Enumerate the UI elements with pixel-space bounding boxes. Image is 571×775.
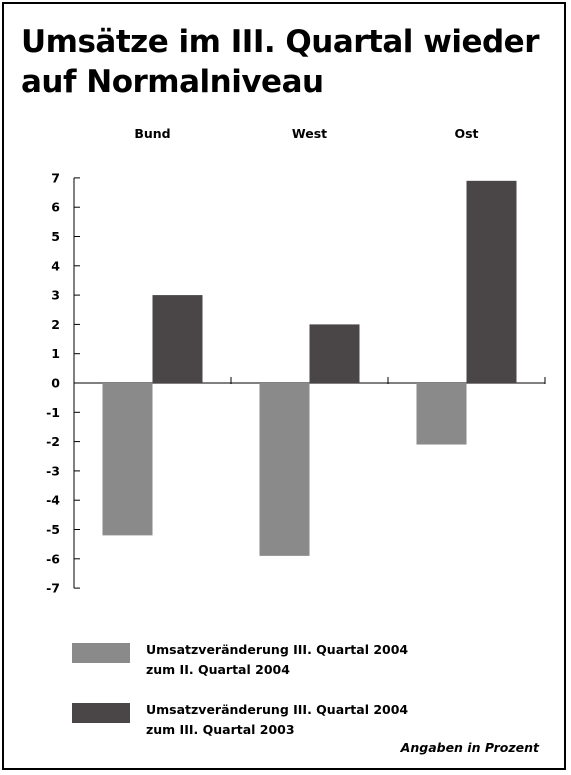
y-tick-label: 4 <box>51 258 60 273</box>
bar-series-1-bund <box>102 383 153 536</box>
chart-title: Umsätze im III. Quartal wieder auf Norma… <box>21 22 541 102</box>
bar-series-2-ost <box>466 180 517 383</box>
y-tick-label: 0 <box>51 376 60 391</box>
legend-item-series-2: Umsatzveränderung III. Quartal 2004 zum … <box>72 700 426 740</box>
legend-swatch-series-2 <box>72 703 130 723</box>
y-tick-label: 5 <box>51 229 60 244</box>
y-tick-label: 2 <box>51 317 60 332</box>
category-label: Ost <box>454 126 478 141</box>
y-tick-label: -6 <box>46 551 60 566</box>
title-line-1: Umsätze im III. Quartal wieder <box>21 24 540 60</box>
y-tick-label: -4 <box>46 493 60 508</box>
unit-note: Angaben in Prozent <box>400 740 539 755</box>
y-tick-label: -5 <box>46 522 60 537</box>
y-tick-label: 7 <box>51 170 60 185</box>
y-tick-label: -2 <box>46 434 60 449</box>
title-line-2: auf Normalniveau <box>21 64 324 100</box>
y-tick-label: 1 <box>51 346 60 361</box>
legend-label-series-2: Umsatzveränderung III. Quartal 2004 zum … <box>146 702 409 737</box>
y-tick-label: 6 <box>51 200 60 215</box>
legend-item-series-1: Umsatzveränderung III. Quartal 2004 zum … <box>72 640 426 680</box>
y-tick-label: -3 <box>46 463 60 478</box>
legend-label-series-1: Umsatzveränderung III. Quartal 2004 zum … <box>146 642 409 677</box>
category-label: Bund <box>134 126 170 141</box>
bar-series-2-west <box>309 324 360 383</box>
y-tick-label: -1 <box>46 405 60 420</box>
y-tick-label: -7 <box>46 581 60 596</box>
bar-series-1-ost <box>416 383 467 445</box>
y-tick-label: 3 <box>51 288 60 303</box>
legend-swatch-series-1 <box>72 643 130 663</box>
bar-series-1-west <box>259 383 310 556</box>
bar-series-2-bund <box>152 295 203 383</box>
category-label: West <box>292 126 327 141</box>
